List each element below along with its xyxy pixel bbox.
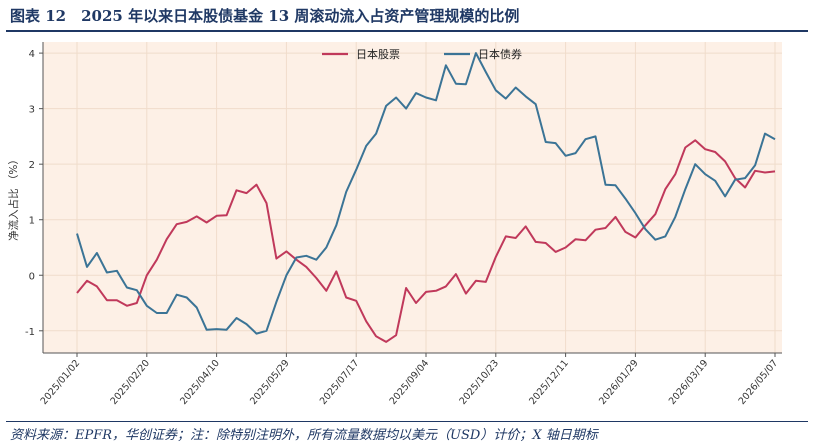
y-tick-label: -1 — [25, 327, 35, 338]
y-tick-label: 4 — [29, 49, 35, 60]
series-line-bond — [76, 52, 776, 335]
x-tick-label: 2025/12/11 — [527, 358, 571, 407]
x-tick-label: 2026/01/29 — [597, 358, 641, 407]
x-tick-label: 2026/03/19 — [667, 358, 711, 407]
y-tick-label: 2 — [29, 160, 35, 171]
figure-title: 图表 12 2025 年以来日本股债基金 13 周滚动流入占资产管理规模的比例 — [10, 7, 520, 25]
plot-area — [43, 42, 782, 353]
y-tick-label: 3 — [29, 105, 35, 116]
series-lines — [76, 52, 776, 343]
line-chart: -1 0 1 2 3 4 2025/01/02 2025/02/20 2025/04/10 202… — [7, 42, 782, 407]
x-tick-label: 2026/05/07 — [737, 358, 781, 407]
legend-label-bond: 日本债券 — [478, 47, 522, 61]
title-divider — [6, 30, 808, 32]
x-tick-label: 2025/05/29 — [248, 358, 292, 407]
x-tick-label: 2025/10/23 — [457, 358, 501, 407]
source-divider — [6, 421, 808, 422]
x-tick-label: 2025/04/10 — [178, 358, 222, 407]
x-tick-label: 2025/07/17 — [318, 358, 362, 407]
series-line-equity — [76, 139, 776, 343]
y-tick-label: 1 — [29, 216, 35, 227]
legend-label-equity: 日本股票 — [356, 47, 400, 61]
legend: 日本股票 日本债券 — [322, 47, 522, 61]
x-tick-label: 2025/01/02 — [39, 358, 83, 407]
x-tick-label: 2025/02/20 — [108, 358, 152, 407]
source-note: 资料来源：EPFR，华创证券；注：除特别注明外，所有流量数据均以美元（USD）计… — [10, 428, 598, 443]
y-tick-label: 0 — [29, 271, 35, 282]
x-tick-label: 2025/09/04 — [388, 358, 432, 407]
y-axis-label: 净流入占比 （%） — [7, 154, 20, 241]
